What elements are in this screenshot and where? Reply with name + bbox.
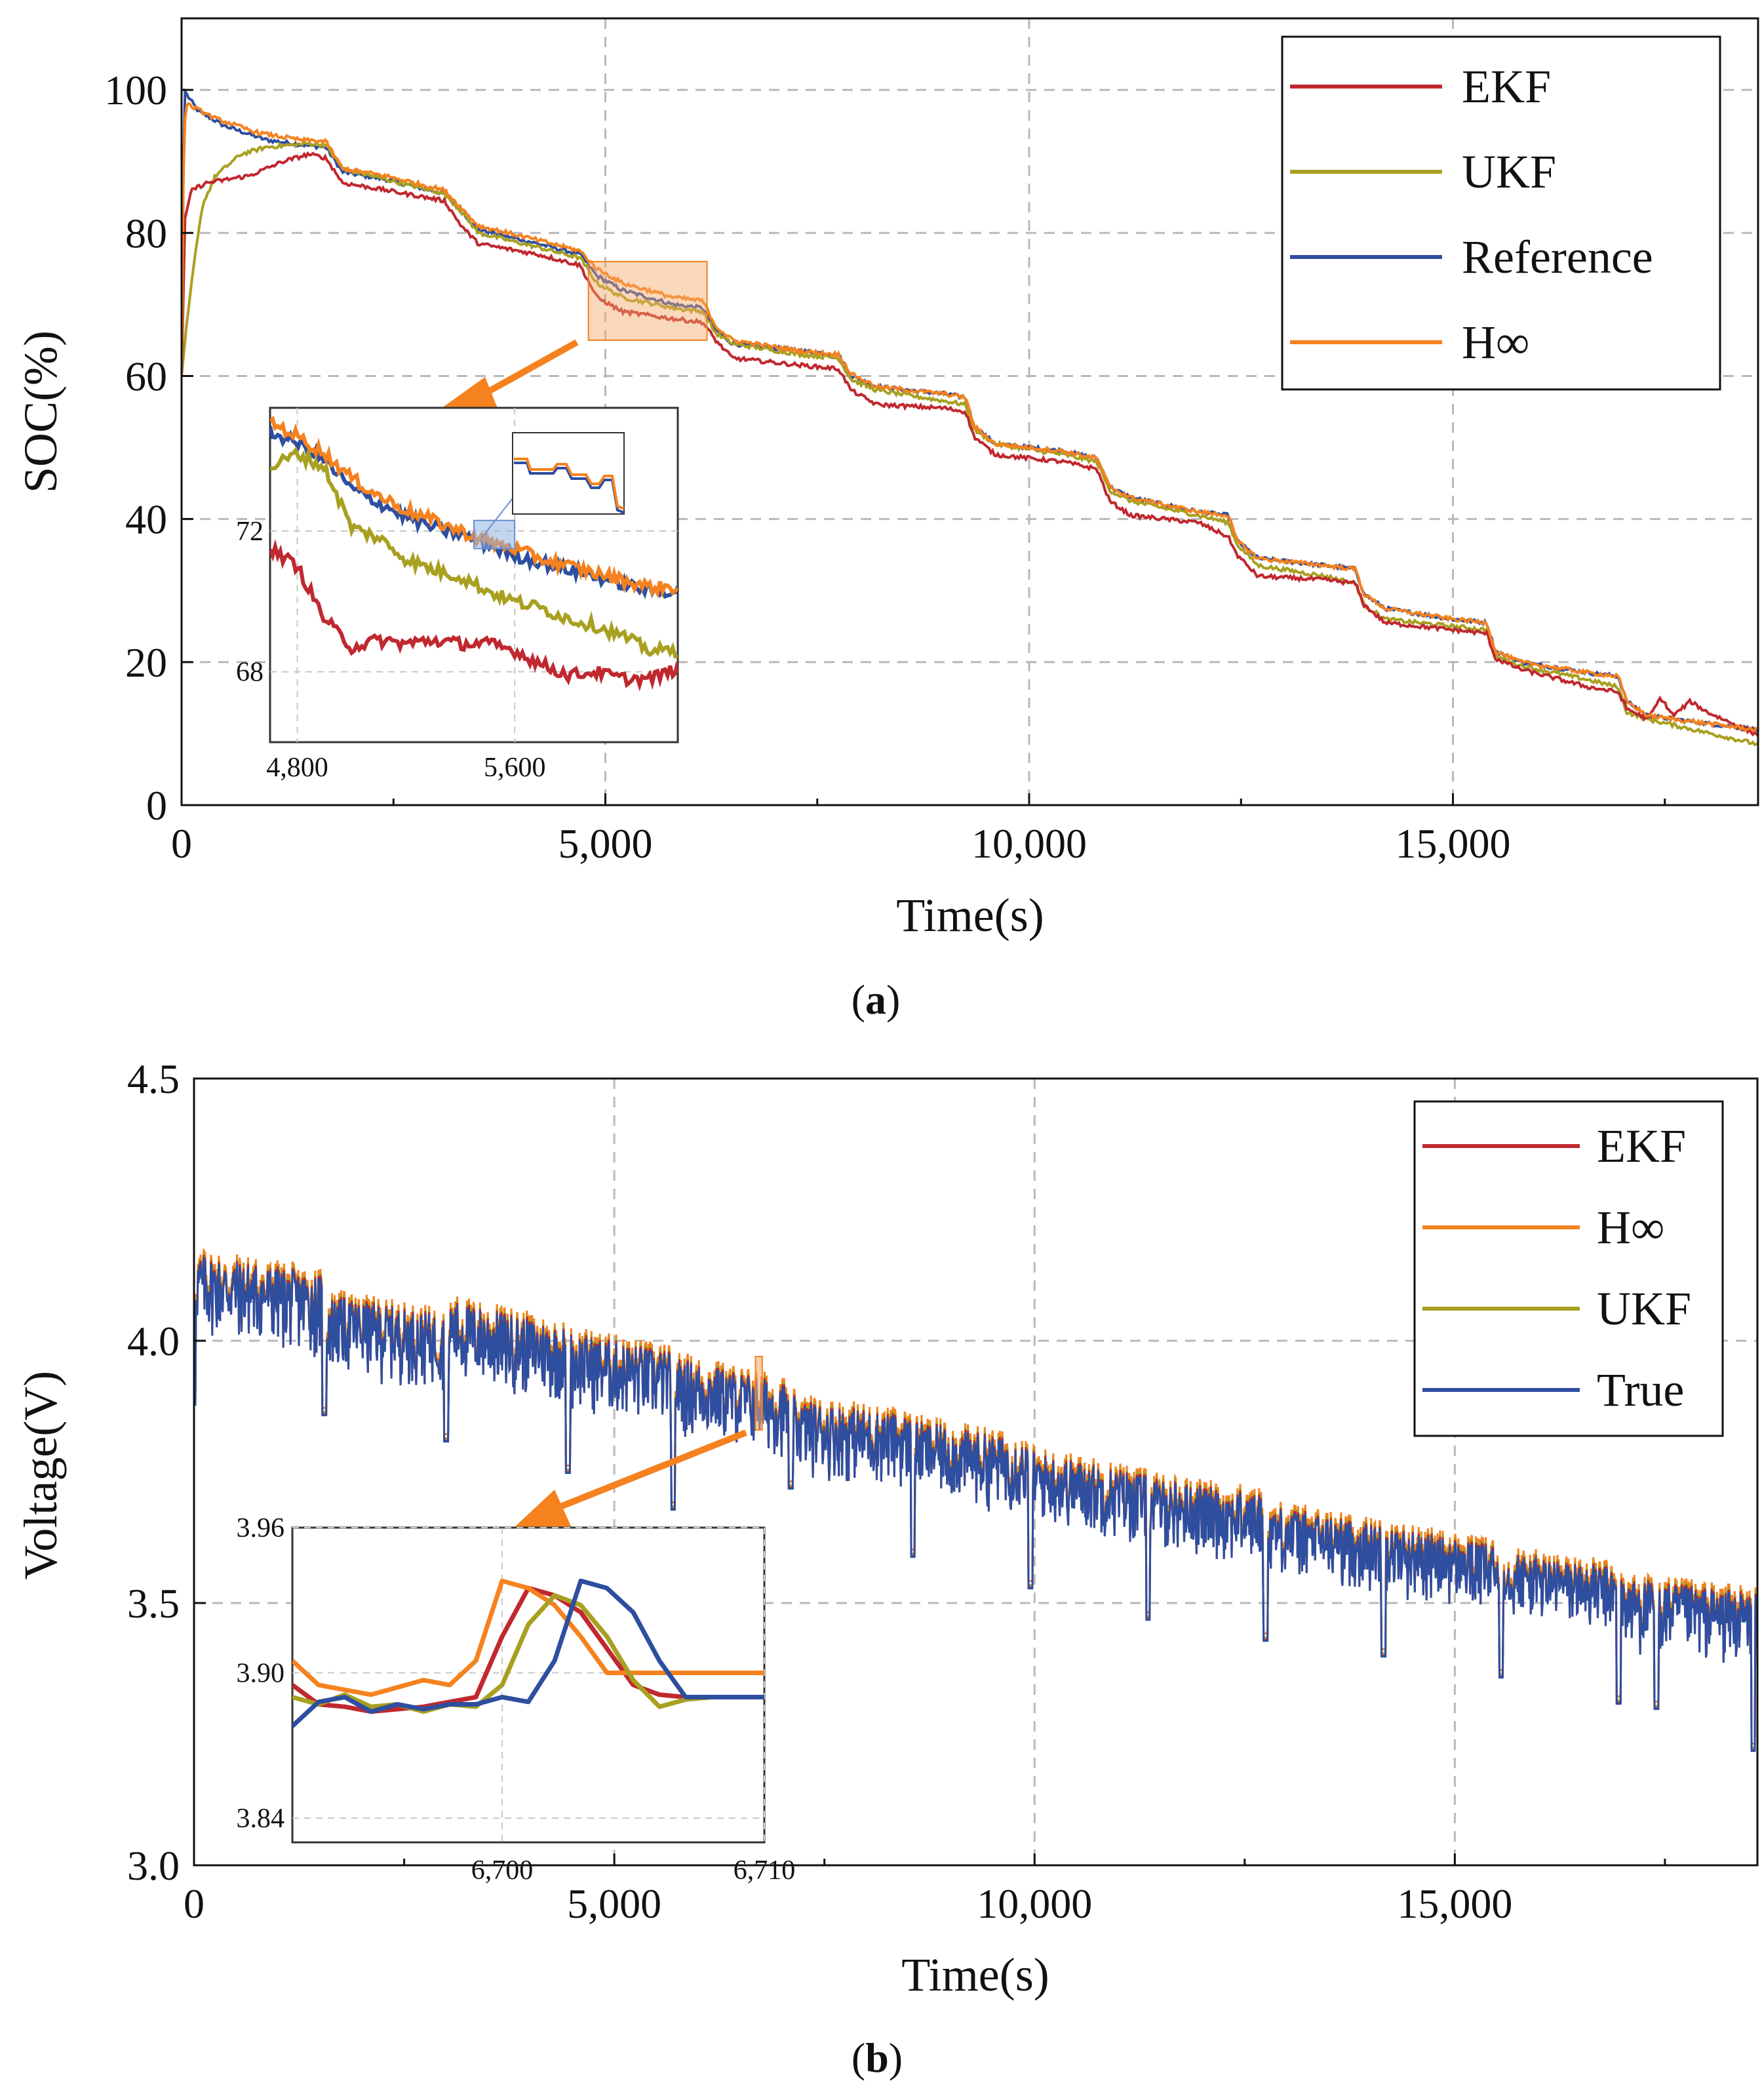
soc-x-axis-title: Time(s) bbox=[896, 889, 1044, 941]
x-tick-label: 5,000 bbox=[567, 1880, 661, 1927]
inset-y-tick-label: 3.90 bbox=[237, 1659, 285, 1689]
inset-y-tick-label: 72 bbox=[236, 517, 264, 547]
soc-inset: 4,800 5,600 68 72 bbox=[236, 406, 679, 783]
panel-label-a: (a) bbox=[852, 976, 901, 1023]
soc-plot-frame bbox=[180, 17, 1759, 806]
x-tick-label: 15,000 bbox=[1396, 820, 1511, 867]
soc-inset-zoom-region bbox=[473, 519, 516, 549]
voltage-zoom-arrow bbox=[556, 1429, 747, 1511]
voltage-zoom-arrowhead bbox=[514, 1490, 572, 1528]
soc-legend-label-ukf: UKF bbox=[1462, 146, 1556, 198]
soc-chart: 0 5,000 10,000 15,000 0 20 40 60 80 100 Time(s) S… bbox=[14, 17, 1759, 1023]
x-tick-label: 5,000 bbox=[558, 820, 653, 867]
soc-inset-ukf bbox=[270, 446, 678, 659]
voltage-legend-label-true: True bbox=[1597, 1364, 1684, 1416]
panel-label-b: (b) bbox=[852, 2034, 903, 2081]
y-tick-label: 3.0 bbox=[127, 1842, 180, 1889]
voltage-plot-frame bbox=[193, 1077, 1759, 1867]
voltage-legend-label-ekf: EKF bbox=[1597, 1120, 1686, 1172]
y-tick-label: 3.5 bbox=[127, 1580, 180, 1627]
voltage-legend-label-ukf: UKF bbox=[1597, 1282, 1691, 1335]
voltage-axis-ticks: 0 5,000 10,000 15,000 3.0 3.5 4.0 4.5 bbox=[127, 1056, 1666, 1927]
soc-inset-ticks: 4,800 5,600 68 72 bbox=[236, 517, 545, 783]
soc-mini-inset-lines bbox=[514, 458, 625, 514]
x-tick-label: 15,000 bbox=[1397, 1880, 1512, 1927]
inset-y-tick-label: 3.96 bbox=[237, 1513, 285, 1543]
voltage-legend-label-hinf: H∞ bbox=[1597, 1201, 1664, 1254]
soc-legend-label-ekf: EKF bbox=[1462, 60, 1551, 113]
x-tick-label: 0 bbox=[184, 1880, 205, 1927]
y-tick-label: 4.5 bbox=[127, 1056, 180, 1102]
soc-mini-line bbox=[514, 458, 625, 510]
voltage-zoom-region bbox=[754, 1356, 763, 1431]
soc-zoom-region bbox=[587, 260, 708, 341]
soc-zoom-arrow bbox=[483, 339, 579, 397]
y-tick-label: 40 bbox=[125, 496, 167, 543]
inset-x-tick-label: 6,700 bbox=[471, 1855, 534, 1886]
inset-x-tick-label: 5,600 bbox=[484, 753, 546, 783]
soc-legend-label-reference: Reference bbox=[1462, 231, 1653, 283]
voltage-inset-ticks: 6,700 6,710 3.84 3.90 3.96 bbox=[237, 1513, 796, 1886]
voltage-inset: 6,700 6,710 3.84 3.90 3.96 bbox=[237, 1513, 796, 1886]
voltage-x-axis-title: Time(s) bbox=[901, 1949, 1049, 2001]
voltage-legend: EKF H∞ UKF True bbox=[1413, 1100, 1724, 1437]
y-tick-label: 80 bbox=[125, 210, 167, 256]
soc-inset-lines bbox=[270, 416, 678, 692]
soc-series-ekf bbox=[182, 151, 1758, 737]
voltage-series-lines bbox=[194, 1248, 1757, 1753]
x-tick-label: 0 bbox=[171, 820, 192, 867]
voltage-chart: 0 5,000 10,000 15,000 3.0 3.5 4.0 4.5 Time(s) V… bbox=[14, 1056, 1759, 2081]
voltage-y-axis-title: Voltage(V) bbox=[14, 1371, 67, 1580]
inset-y-tick-label: 68 bbox=[236, 658, 264, 688]
soc-series-lines bbox=[182, 87, 1758, 746]
y-tick-label: 0 bbox=[146, 782, 167, 829]
voltage-inset-true bbox=[292, 1578, 764, 1728]
voltage-inset-hinf bbox=[292, 1578, 764, 1697]
soc-inset-ekf bbox=[270, 539, 678, 692]
soc-legend-label-hinf: H∞ bbox=[1462, 316, 1529, 368]
x-tick-label: 10,000 bbox=[971, 820, 1087, 867]
inset-x-tick-label: 6,710 bbox=[734, 1855, 796, 1886]
soc-series-hinf bbox=[182, 102, 1758, 733]
voltage-inset-lines bbox=[292, 1578, 764, 1728]
y-tick-label: 60 bbox=[125, 353, 167, 399]
soc-mini-inset-connector bbox=[481, 498, 513, 538]
soc-axis-ticks: 0 5,000 10,000 15,000 0 20 40 60 80 100 bbox=[104, 67, 1666, 867]
soc-legend: EKF UKF Reference H∞ bbox=[1281, 35, 1721, 391]
inset-y-tick-label: 3.84 bbox=[237, 1804, 285, 1834]
y-tick-label: 4.0 bbox=[127, 1318, 180, 1364]
y-tick-label: 20 bbox=[125, 639, 167, 686]
soc-mini-line bbox=[514, 462, 625, 514]
y-tick-label: 100 bbox=[104, 67, 167, 113]
voltage-series-true bbox=[194, 1257, 1757, 1753]
voltage-inset-ukf bbox=[292, 1593, 764, 1714]
inset-x-tick-label: 4,800 bbox=[266, 753, 328, 783]
x-tick-label: 10,000 bbox=[977, 1880, 1092, 1927]
soc-zoom-arrowhead bbox=[439, 377, 498, 410]
soc-y-axis-title: SOC(%) bbox=[14, 330, 67, 493]
